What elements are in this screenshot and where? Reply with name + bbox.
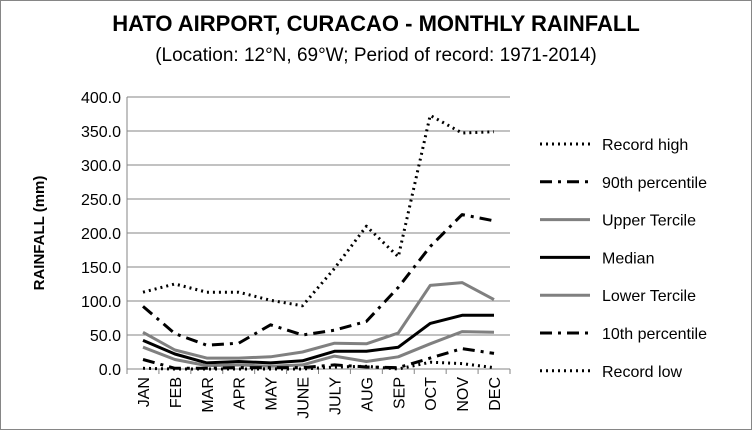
x-tick-label: DEC [487,377,504,411]
legend-label: 90th percentile [602,175,707,192]
legend-label: Upper Tercile [602,213,696,230]
y-tick-label: 250.0 [81,192,121,209]
series-line [142,213,495,347]
series-line [142,360,495,371]
legend-label: Lower Tercile [602,288,696,305]
series-line [142,313,494,365]
legend-label: Median [602,250,654,267]
x-tick-label: NOV [455,377,472,412]
x-tick-label: SEP [391,377,408,409]
series-line [142,281,495,360]
legend: Record high 90th percentile Upper Tercile M… [540,137,707,381]
x-tick-label: JUNE [296,377,313,419]
x-tick-label: OCT [423,377,440,411]
y-tick-label: 100.0 [81,294,121,311]
x-tick-label: JAN [136,377,153,407]
y-tick-label: 400.0 [81,90,121,107]
y-tick-label: 200.0 [81,226,121,243]
legend-label: 10th percentile [602,326,707,343]
chart-title: HATO AIRPORT, CURACAO - MONTHLY RAINFALL [112,11,640,36]
y-tick-label: 50.0 [90,328,121,345]
y-tick-label: 0.0 [99,362,121,379]
x-tick-label: AUG [359,377,376,412]
chart-subtitle: (Location: 12°N, 69°W; Period of record:… [155,45,597,66]
x-tick-label: MAY [264,377,281,411]
y-axis-ticks: 0.0 50.0 100.0 150.0 200.0 250.0 300.0 350.0 400… [81,90,121,379]
x-tick-label: FEB [168,377,185,408]
x-tick-label: JULY [327,377,344,415]
y-tick-label: 150.0 [81,260,121,277]
series-line [142,330,495,368]
x-tick-label: MAR [200,377,217,413]
y-axis-label: RAINFALL (mm) [31,176,48,291]
y-tick-label: 350.0 [81,124,121,141]
legend-label: Record high [602,137,688,154]
series-line [142,113,495,308]
gridlines [126,96,510,370]
y-tick-label: 300.0 [81,158,121,175]
series-lines [142,113,495,371]
x-tick-label: APR [232,377,249,410]
x-axis-ticks: JAN FEB MAR APR MAY JUNE JULY AUG SEP OCT NOV DEC [126,369,511,419]
legend-label: Record low [602,364,682,381]
series-line [142,347,495,370]
